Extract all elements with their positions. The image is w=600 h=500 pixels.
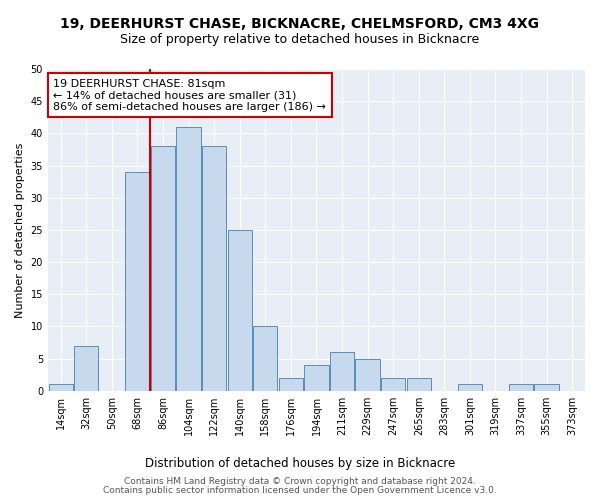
Text: Distribution of detached houses by size in Bicknacre: Distribution of detached houses by size … — [145, 458, 455, 470]
Bar — [74, 346, 98, 391]
Bar — [49, 384, 73, 391]
Text: 19 DEERHURST CHASE: 81sqm
← 14% of detached houses are smaller (31)
86% of semi-: 19 DEERHURST CHASE: 81sqm ← 14% of detac… — [53, 78, 326, 112]
Text: Contains HM Land Registry data © Crown copyright and database right 2024.: Contains HM Land Registry data © Crown c… — [124, 477, 476, 486]
Text: 19, DEERHURST CHASE, BICKNACRE, CHELMSFORD, CM3 4XG: 19, DEERHURST CHASE, BICKNACRE, CHELMSFO… — [61, 18, 539, 32]
Text: Contains public sector information licensed under the Open Government Licence v3: Contains public sector information licen… — [103, 486, 497, 495]
Bar — [355, 358, 380, 391]
Bar — [227, 230, 252, 391]
Bar — [381, 378, 406, 391]
Bar — [330, 352, 354, 391]
Bar — [176, 127, 201, 391]
Bar — [509, 384, 533, 391]
Bar — [253, 326, 277, 391]
Bar — [202, 146, 226, 391]
Bar — [151, 146, 175, 391]
Bar — [535, 384, 559, 391]
Bar — [458, 384, 482, 391]
Bar — [304, 365, 329, 391]
Bar — [125, 172, 149, 391]
Bar — [407, 378, 431, 391]
Y-axis label: Number of detached properties: Number of detached properties — [15, 142, 25, 318]
Bar — [279, 378, 303, 391]
Text: Size of property relative to detached houses in Bicknacre: Size of property relative to detached ho… — [121, 32, 479, 46]
